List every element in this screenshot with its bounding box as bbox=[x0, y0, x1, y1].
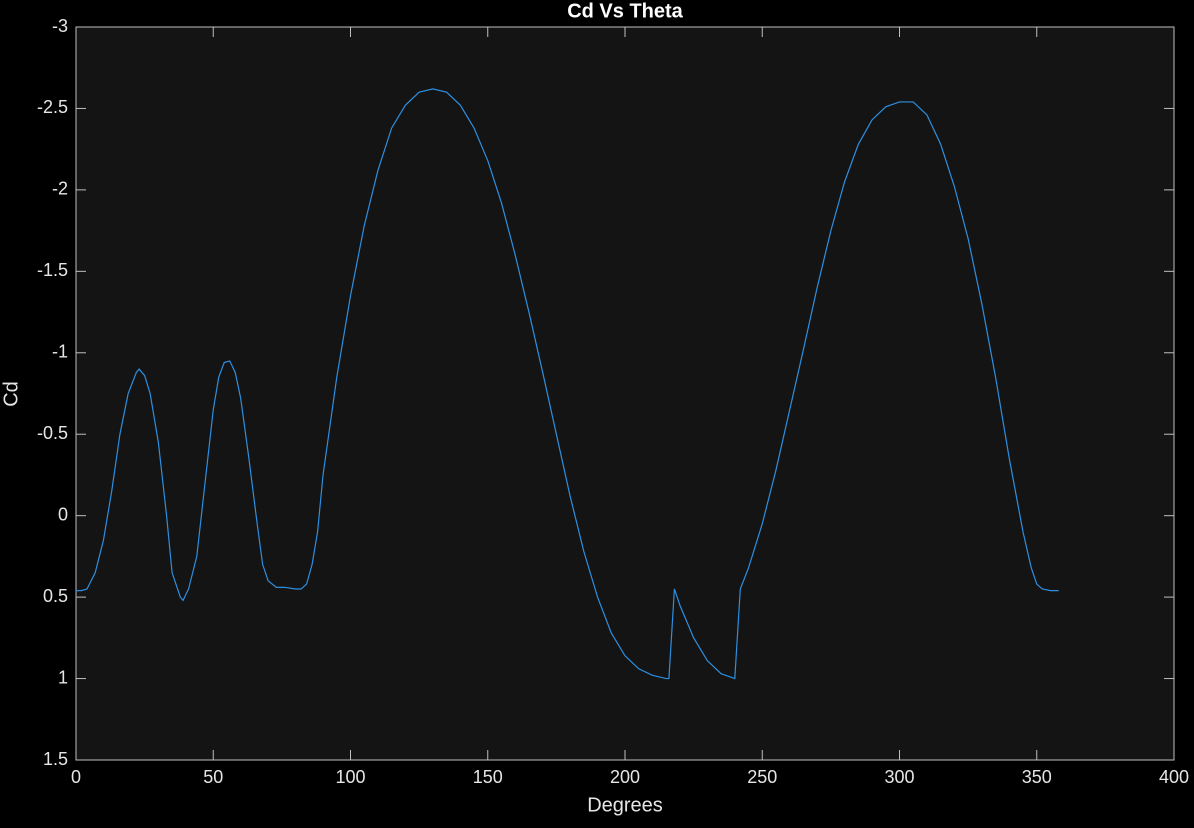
x-tick-label: 150 bbox=[473, 767, 503, 787]
x-tick-label: 400 bbox=[1159, 767, 1189, 787]
y-tick-label: -1.5 bbox=[37, 260, 68, 280]
chart-title: Cd Vs Theta bbox=[567, 0, 683, 22]
y-tick-label: -2.5 bbox=[37, 97, 68, 117]
x-tick-label: 100 bbox=[335, 767, 365, 787]
y-tick-label: -0.5 bbox=[37, 423, 68, 443]
x-axis-label: Degrees bbox=[587, 794, 663, 816]
y-tick-label: -1 bbox=[52, 342, 68, 362]
y-tick-label: 0 bbox=[58, 504, 68, 524]
plot-area bbox=[75, 26, 1175, 761]
x-tick-label: 350 bbox=[1022, 767, 1052, 787]
y-tick-label: -2 bbox=[52, 179, 68, 199]
x-tick-label: 50 bbox=[203, 767, 223, 787]
x-tick-label: 200 bbox=[610, 767, 640, 787]
x-tick-label: 300 bbox=[884, 767, 914, 787]
y-axis-label: Cd bbox=[0, 381, 22, 407]
x-tick-label: 0 bbox=[71, 767, 81, 787]
y-tick-label: -3 bbox=[52, 16, 68, 36]
x-tick-label: 250 bbox=[747, 767, 777, 787]
y-tick-label: 1 bbox=[58, 667, 68, 687]
data-line bbox=[76, 88, 1059, 680]
y-tick-label: 0.5 bbox=[43, 586, 68, 606]
y-tick-label: 1.5 bbox=[43, 749, 68, 769]
